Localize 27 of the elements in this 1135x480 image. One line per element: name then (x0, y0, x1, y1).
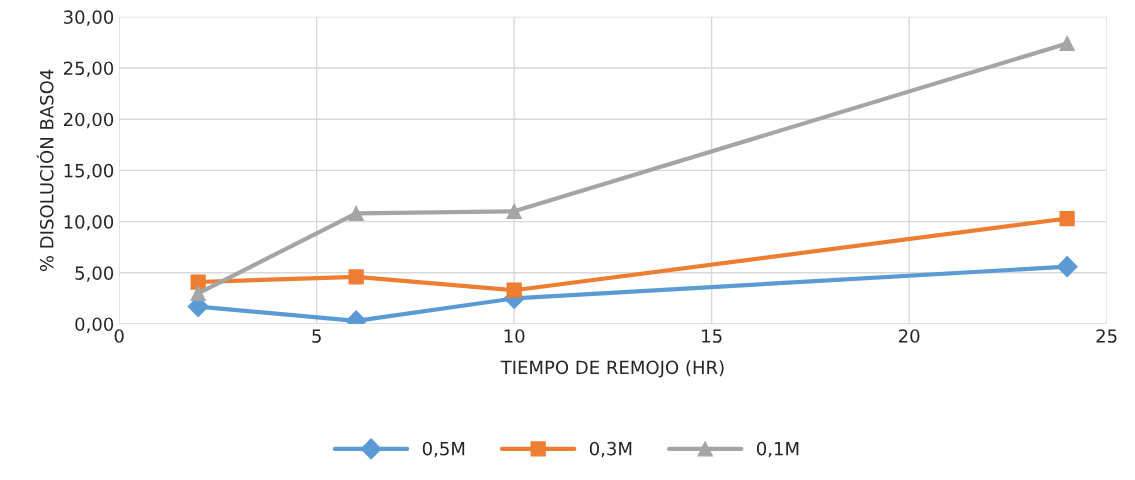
x-tick-label: 25 (1096, 329, 1117, 343)
y-tick-label: 10,00 (64, 215, 114, 231)
x-tick-label: 0 (114, 329, 124, 343)
point (506, 203, 522, 219)
x-tick-label: 5 (312, 329, 321, 343)
point (1056, 256, 1078, 278)
y-tick-label: 5,00 (75, 266, 114, 282)
point (506, 282, 522, 298)
point (348, 205, 364, 222)
legend-label: 0,5M (422, 441, 465, 458)
x-axis-title: TIEMPO DE REMOJO (HR) (500, 360, 724, 378)
y-tick-label: 0,00 (75, 317, 114, 333)
point (190, 285, 206, 301)
y-axis-title: % DISOLUCIÓN BASO4 (36, 69, 54, 272)
y-tick-label: 15,00 (64, 163, 114, 180)
point (190, 274, 206, 290)
x-tick-label: 15 (702, 329, 722, 343)
y-tick-label: 20,00 (63, 112, 114, 129)
x-tick-label: 20 (898, 329, 920, 343)
point (1059, 35, 1075, 52)
y-tick-label: 30,00 (64, 10, 114, 26)
y-tick-label: 25,00 (63, 61, 114, 77)
point (348, 269, 364, 285)
legend-label: 0,3M (589, 441, 632, 458)
point (1059, 210, 1075, 227)
legend-label: 0,1M (756, 441, 799, 458)
x-tick-label: 10 (504, 329, 525, 343)
